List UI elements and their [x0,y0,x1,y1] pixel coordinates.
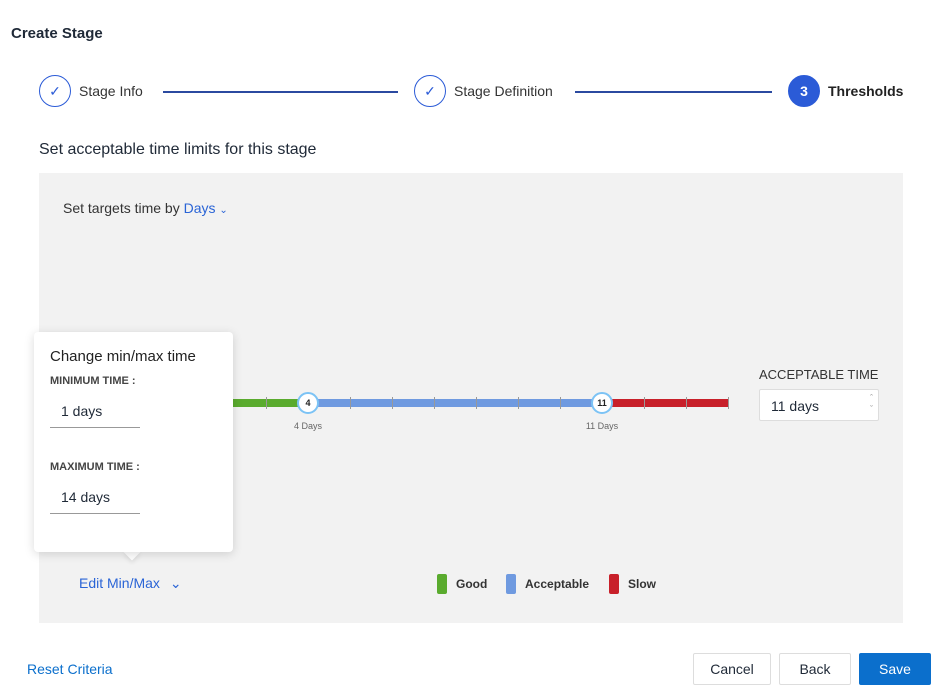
chevron-down-icon: ⌄ [219,205,228,216]
acceptable-time-value: 11 days [771,398,819,414]
slider-tick [476,397,477,409]
handle-label: 4 Days [293,421,322,431]
slider-tick [518,397,519,409]
edit-minmax-label: Edit Min/Max [79,575,160,591]
legend-label: Acceptable [525,577,590,591]
step-label: Thresholds [828,83,904,99]
step-label: Stage Definition [454,83,553,99]
slider-tick [644,397,645,409]
step-connector [575,91,772,93]
good-track [182,399,308,407]
save-button[interactable]: Save [859,653,931,685]
check-icon: ✓ [414,75,446,107]
legend-slow: Slow [609,574,656,594]
step-label: Stage Info [79,83,143,99]
legend-swatch [437,574,447,594]
minmax-popup: Change min/max time MINIMUM TIME : 1 day… [34,332,233,552]
chevron-down-icon: ⌄ [169,575,182,591]
slider-tick [434,397,435,409]
page-title: Create Stage [11,25,103,42]
back-button[interactable]: Back [779,653,851,685]
handle-label: 11 Days [585,421,619,431]
step-number: 3 [788,75,820,107]
min-time-input[interactable]: 1 days [50,403,140,428]
step-stage-definition[interactable]: ✓ Stage Definition [414,75,553,107]
max-time-label: MAXIMUM TIME : [50,461,140,473]
slider-handle[interactable]: 11 [591,392,613,414]
cancel-button[interactable]: Cancel [693,653,771,685]
min-time-label: MINIMUM TIME : [50,375,136,387]
step-stage-info[interactable]: ✓ Stage Info [39,75,143,107]
edit-minmax-toggle[interactable]: Edit Min/Max ⌄ [79,575,182,592]
popup-title: Change min/max time [50,348,196,365]
slider-handle[interactable]: 4 [297,392,319,414]
targets-prefix: Set targets time by [63,200,180,216]
slider-tick [728,397,729,409]
slider-tick [392,397,393,409]
legend-good: Good [437,574,487,594]
slider-tick [686,397,687,409]
max-time-input[interactable]: 14 days [50,489,140,514]
slider-tick [350,397,351,409]
legend-label: Good [456,577,488,591]
unit-dropdown[interactable]: Days [183,200,216,216]
step-connector [163,91,398,93]
acceptable-track [308,399,602,407]
slider-tick [266,397,267,409]
check-icon: ✓ [39,75,71,107]
step-thresholds[interactable]: 3 Thresholds [788,75,903,107]
legend-swatch [506,574,516,594]
legend-acceptable: Acceptable [506,574,589,594]
slow-track [602,399,728,407]
reset-criteria-link[interactable]: Reset Criteria [27,661,113,677]
slider-tick [560,397,561,409]
acceptable-time-label: ACCEPTABLE TIME [759,367,879,382]
legend-label: Slow [628,577,657,591]
section-subtitle: Set acceptable time limits for this stag… [39,141,317,158]
legend-swatch [609,574,619,594]
targets-unit-selector[interactable]: Set targets time by Days ⌄ [63,200,228,216]
